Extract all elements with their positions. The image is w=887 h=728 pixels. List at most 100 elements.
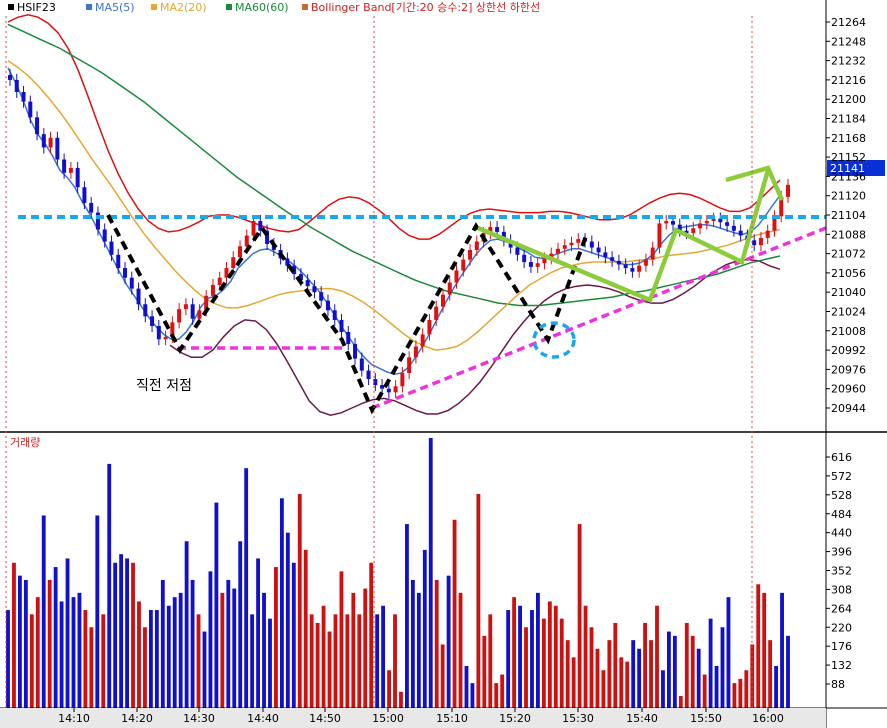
volume-bar: [446, 575, 451, 708]
candle-body: [454, 270, 459, 283]
volume-bar: [541, 618, 546, 708]
volume-bar: [565, 640, 570, 708]
volume-bar: [23, 579, 28, 708]
volume-bar: [143, 627, 147, 708]
volume-bar: [41, 515, 46, 708]
volume-bar: [583, 605, 588, 708]
volume-bar: [655, 605, 659, 708]
candle-body: [332, 310, 337, 320]
x-tick-label: 15:50: [690, 712, 722, 725]
legend: HSIF23 MA5(5) MA2(20) MA60(60) Bollinger Ban…: [8, 0, 540, 14]
volume-bar: [285, 532, 290, 708]
candle-body: [217, 277, 222, 285]
candle-body: [224, 268, 229, 278]
candle-body: [366, 370, 371, 380]
candle-body: [393, 386, 398, 393]
candle-body: [677, 224, 682, 231]
volume-bar: [506, 610, 511, 708]
volume-bar: [786, 635, 790, 708]
legend-label: MA2(20): [160, 1, 207, 14]
volume-bar: [256, 558, 260, 708]
volume-y-tick-label: 528: [831, 489, 852, 502]
volume-bar: [17, 575, 22, 708]
volume-bar: [327, 631, 332, 708]
candle-body: [664, 221, 669, 224]
candle-body: [62, 159, 67, 173]
candle-body: [779, 196, 784, 217]
candle-body: [440, 294, 445, 307]
volume-bar: [279, 498, 284, 708]
candle-body: [55, 137, 60, 160]
series-line-bb-upper: [7, 14, 781, 240]
candle-body: [738, 230, 743, 236]
volume-bar: [53, 567, 58, 708]
volume-bar: [690, 635, 695, 708]
volume-bar: [464, 665, 469, 708]
candle-body: [447, 282, 452, 295]
volume-bar: [577, 524, 582, 708]
candle-body: [420, 334, 425, 347]
y-tick-label: 21120: [831, 190, 866, 203]
candle-body: [210, 284, 215, 296]
candle-body: [35, 117, 40, 135]
volume-bar: [637, 648, 642, 708]
legend-label: HSIF23: [17, 1, 56, 14]
volume-bar: [250, 614, 255, 708]
candle-body: [650, 247, 655, 260]
volume-bar: [571, 657, 576, 708]
candle-body: [555, 248, 560, 254]
volume-bar: [774, 665, 779, 708]
volume-bar: [440, 644, 445, 708]
candle-body: [14, 79, 19, 92]
volume-bar: [756, 584, 761, 708]
candle-body: [319, 292, 324, 301]
candle-body: [616, 260, 621, 265]
volume-y-tick-label: 88: [831, 678, 845, 691]
candle-body: [136, 288, 141, 305]
volume-bar: [131, 562, 135, 708]
candle-body: [170, 322, 175, 337]
volume-panel-label: 거래량: [10, 436, 40, 449]
volume-bar: [708, 618, 713, 708]
volume-bar: [470, 683, 475, 708]
candle-body: [603, 252, 608, 258]
candle-body: [163, 336, 168, 340]
volume-bar: [226, 579, 231, 708]
volume-bar: [363, 588, 368, 708]
volume-bar: [732, 683, 737, 708]
volume-bar: [595, 648, 600, 708]
volume-bar: [625, 661, 630, 708]
volume-bar: [238, 541, 243, 708]
y-tick-label: 21152: [831, 151, 866, 164]
candle-body: [691, 228, 696, 234]
volume-y-tick-label: 220: [831, 621, 852, 634]
volume-bar: [83, 610, 88, 708]
volume-bar: [547, 601, 552, 708]
y-tick-label: 21056: [831, 267, 866, 280]
y-tick-label: 21072: [831, 248, 866, 261]
support-trendline: [371, 226, 827, 410]
y-tick-label: 21104: [831, 209, 866, 222]
candle-body: [670, 221, 675, 225]
volume-bar: [107, 463, 112, 708]
volume-bar: [113, 562, 118, 708]
volume-bar: [530, 610, 534, 708]
volume-bar: [714, 665, 719, 708]
volume-bar: [458, 592, 463, 708]
square-marker-icon: [151, 4, 157, 10]
volume-bar: [613, 622, 618, 708]
volume-bar: [399, 691, 403, 708]
candle-body: [258, 221, 263, 231]
volume-bar: [661, 670, 665, 708]
price-panel: [7, 14, 827, 416]
candle-body: [177, 309, 182, 323]
x-tick-label: 14:30: [183, 712, 215, 725]
candle-body: [758, 237, 763, 246]
volume-bar: [178, 592, 183, 708]
candle-body: [353, 344, 358, 359]
y-tick-label: 21008: [831, 325, 866, 338]
candle-body: [359, 358, 364, 371]
candle-body: [231, 257, 236, 269]
candle-body: [413, 346, 418, 358]
